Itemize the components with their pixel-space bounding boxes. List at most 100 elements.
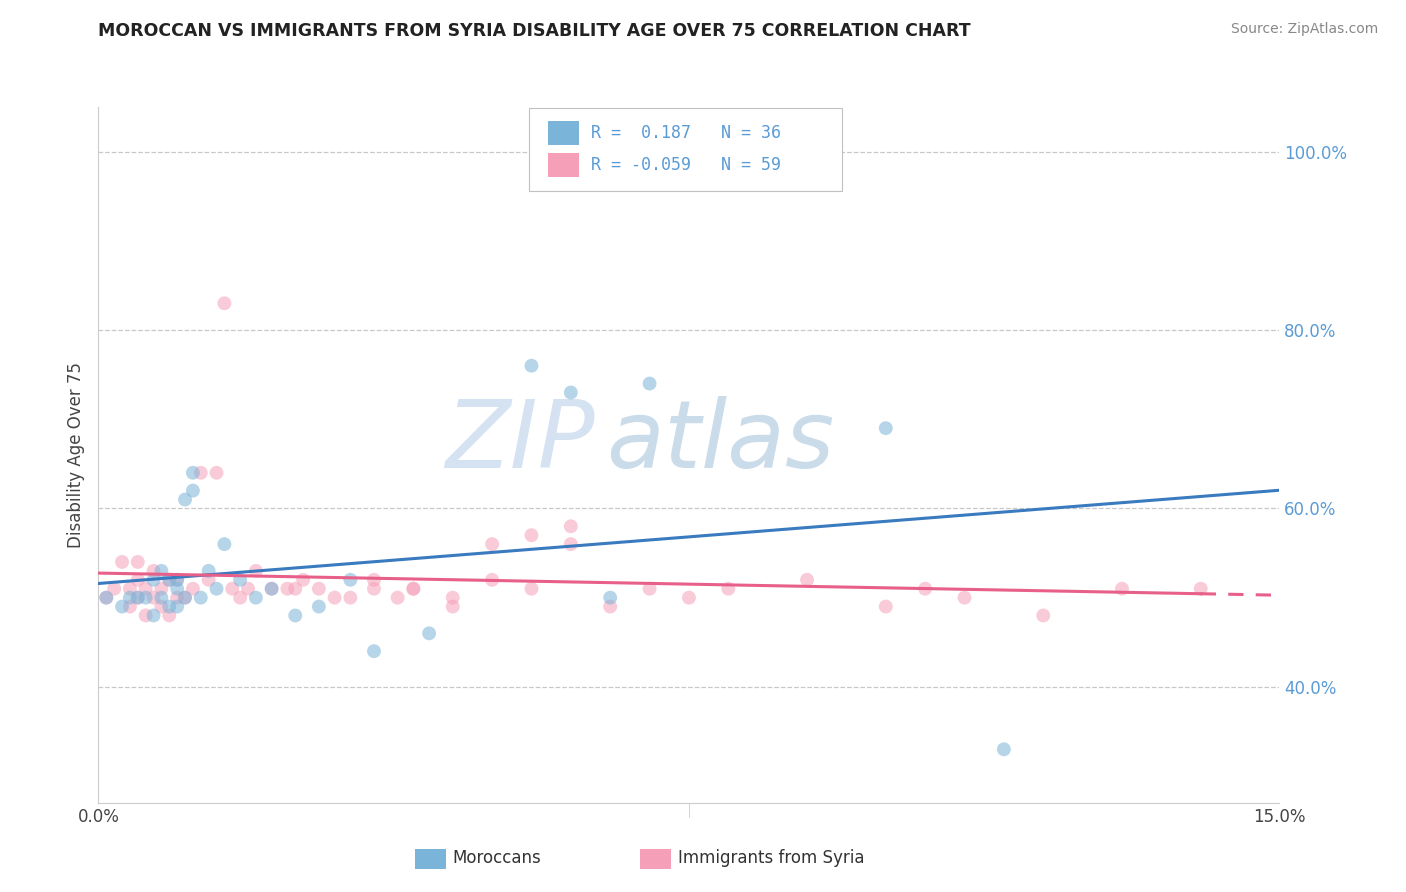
Point [135, 582, 157, 596]
Text: R =  0.187   N = 36: R = 0.187 N = 36 [591, 124, 780, 142]
Point [638, 376, 661, 391]
Point [190, 466, 212, 480]
Point [111, 555, 134, 569]
Point [174, 591, 197, 605]
Point [292, 573, 315, 587]
Point [441, 591, 464, 605]
Point [150, 564, 173, 578]
Text: R = -0.059   N = 59: R = -0.059 N = 59 [591, 156, 780, 174]
Point [560, 537, 582, 551]
Point [481, 537, 503, 551]
Point [363, 582, 385, 596]
Point [174, 591, 197, 605]
Text: Immigrants from Syria: Immigrants from Syria [678, 849, 865, 867]
Text: atlas: atlas [606, 395, 835, 486]
Point [118, 582, 141, 596]
Point [135, 608, 157, 623]
Point [308, 599, 330, 614]
Point [214, 537, 236, 551]
Point [284, 582, 307, 596]
Point [96, 591, 118, 605]
Point [520, 359, 543, 373]
Point [796, 573, 818, 587]
Point [166, 573, 188, 587]
Point [197, 573, 219, 587]
Point [118, 599, 141, 614]
Point [150, 582, 173, 596]
Point [127, 591, 149, 605]
Point [142, 573, 165, 587]
Point [993, 742, 1015, 756]
Text: Source: ZipAtlas.com: Source: ZipAtlas.com [1230, 22, 1378, 37]
Point [166, 599, 188, 614]
Point [402, 582, 425, 596]
Point [181, 483, 204, 498]
Point [308, 582, 330, 596]
Point [205, 466, 228, 480]
Point [96, 591, 118, 605]
Point [363, 573, 385, 587]
Point [127, 573, 149, 587]
Point [142, 591, 165, 605]
Point [229, 591, 252, 605]
Point [157, 573, 180, 587]
Point [599, 599, 621, 614]
Point [520, 582, 543, 596]
Point [1111, 582, 1133, 596]
Point [111, 599, 134, 614]
Text: Moroccans: Moroccans [453, 849, 541, 867]
Point [323, 591, 346, 605]
Point [221, 582, 243, 596]
Point [387, 591, 409, 605]
Point [181, 466, 204, 480]
Text: MOROCCAN VS IMMIGRANTS FROM SYRIA DISABILITY AGE OVER 75 CORRELATION CHART: MOROCCAN VS IMMIGRANTS FROM SYRIA DISABI… [98, 22, 972, 40]
Point [197, 564, 219, 578]
Point [103, 582, 125, 596]
Point [339, 591, 361, 605]
Point [142, 564, 165, 578]
Point [638, 582, 661, 596]
Point [560, 385, 582, 400]
Point [166, 591, 188, 605]
Point [118, 591, 141, 605]
Point [260, 582, 283, 596]
Point [135, 591, 157, 605]
Point [157, 599, 180, 614]
Point [174, 492, 197, 507]
Point [1189, 582, 1212, 596]
Point [1032, 608, 1054, 623]
Point [363, 644, 385, 658]
Point [481, 573, 503, 587]
Point [245, 591, 267, 605]
Point [205, 582, 228, 596]
Point [127, 555, 149, 569]
Point [560, 519, 582, 533]
Point [402, 582, 425, 596]
Point [418, 626, 440, 640]
Point [276, 582, 298, 596]
Point [150, 599, 173, 614]
Point [245, 564, 267, 578]
Point [678, 591, 700, 605]
Y-axis label: Disability Age Over 75: Disability Age Over 75 [66, 362, 84, 548]
Point [953, 591, 976, 605]
Point [875, 599, 897, 614]
Point [236, 582, 259, 596]
Point [181, 582, 204, 596]
Point [157, 573, 180, 587]
Point [284, 608, 307, 623]
Point [260, 582, 283, 596]
Point [229, 573, 252, 587]
Point [441, 599, 464, 614]
Point [599, 591, 621, 605]
Point [190, 591, 212, 605]
Point [214, 296, 236, 310]
Point [157, 608, 180, 623]
Point [717, 582, 740, 596]
Point [142, 608, 165, 623]
Text: ZIP: ZIP [444, 395, 595, 486]
Point [914, 582, 936, 596]
Point [166, 582, 188, 596]
Point [150, 591, 173, 605]
Point [339, 573, 361, 587]
